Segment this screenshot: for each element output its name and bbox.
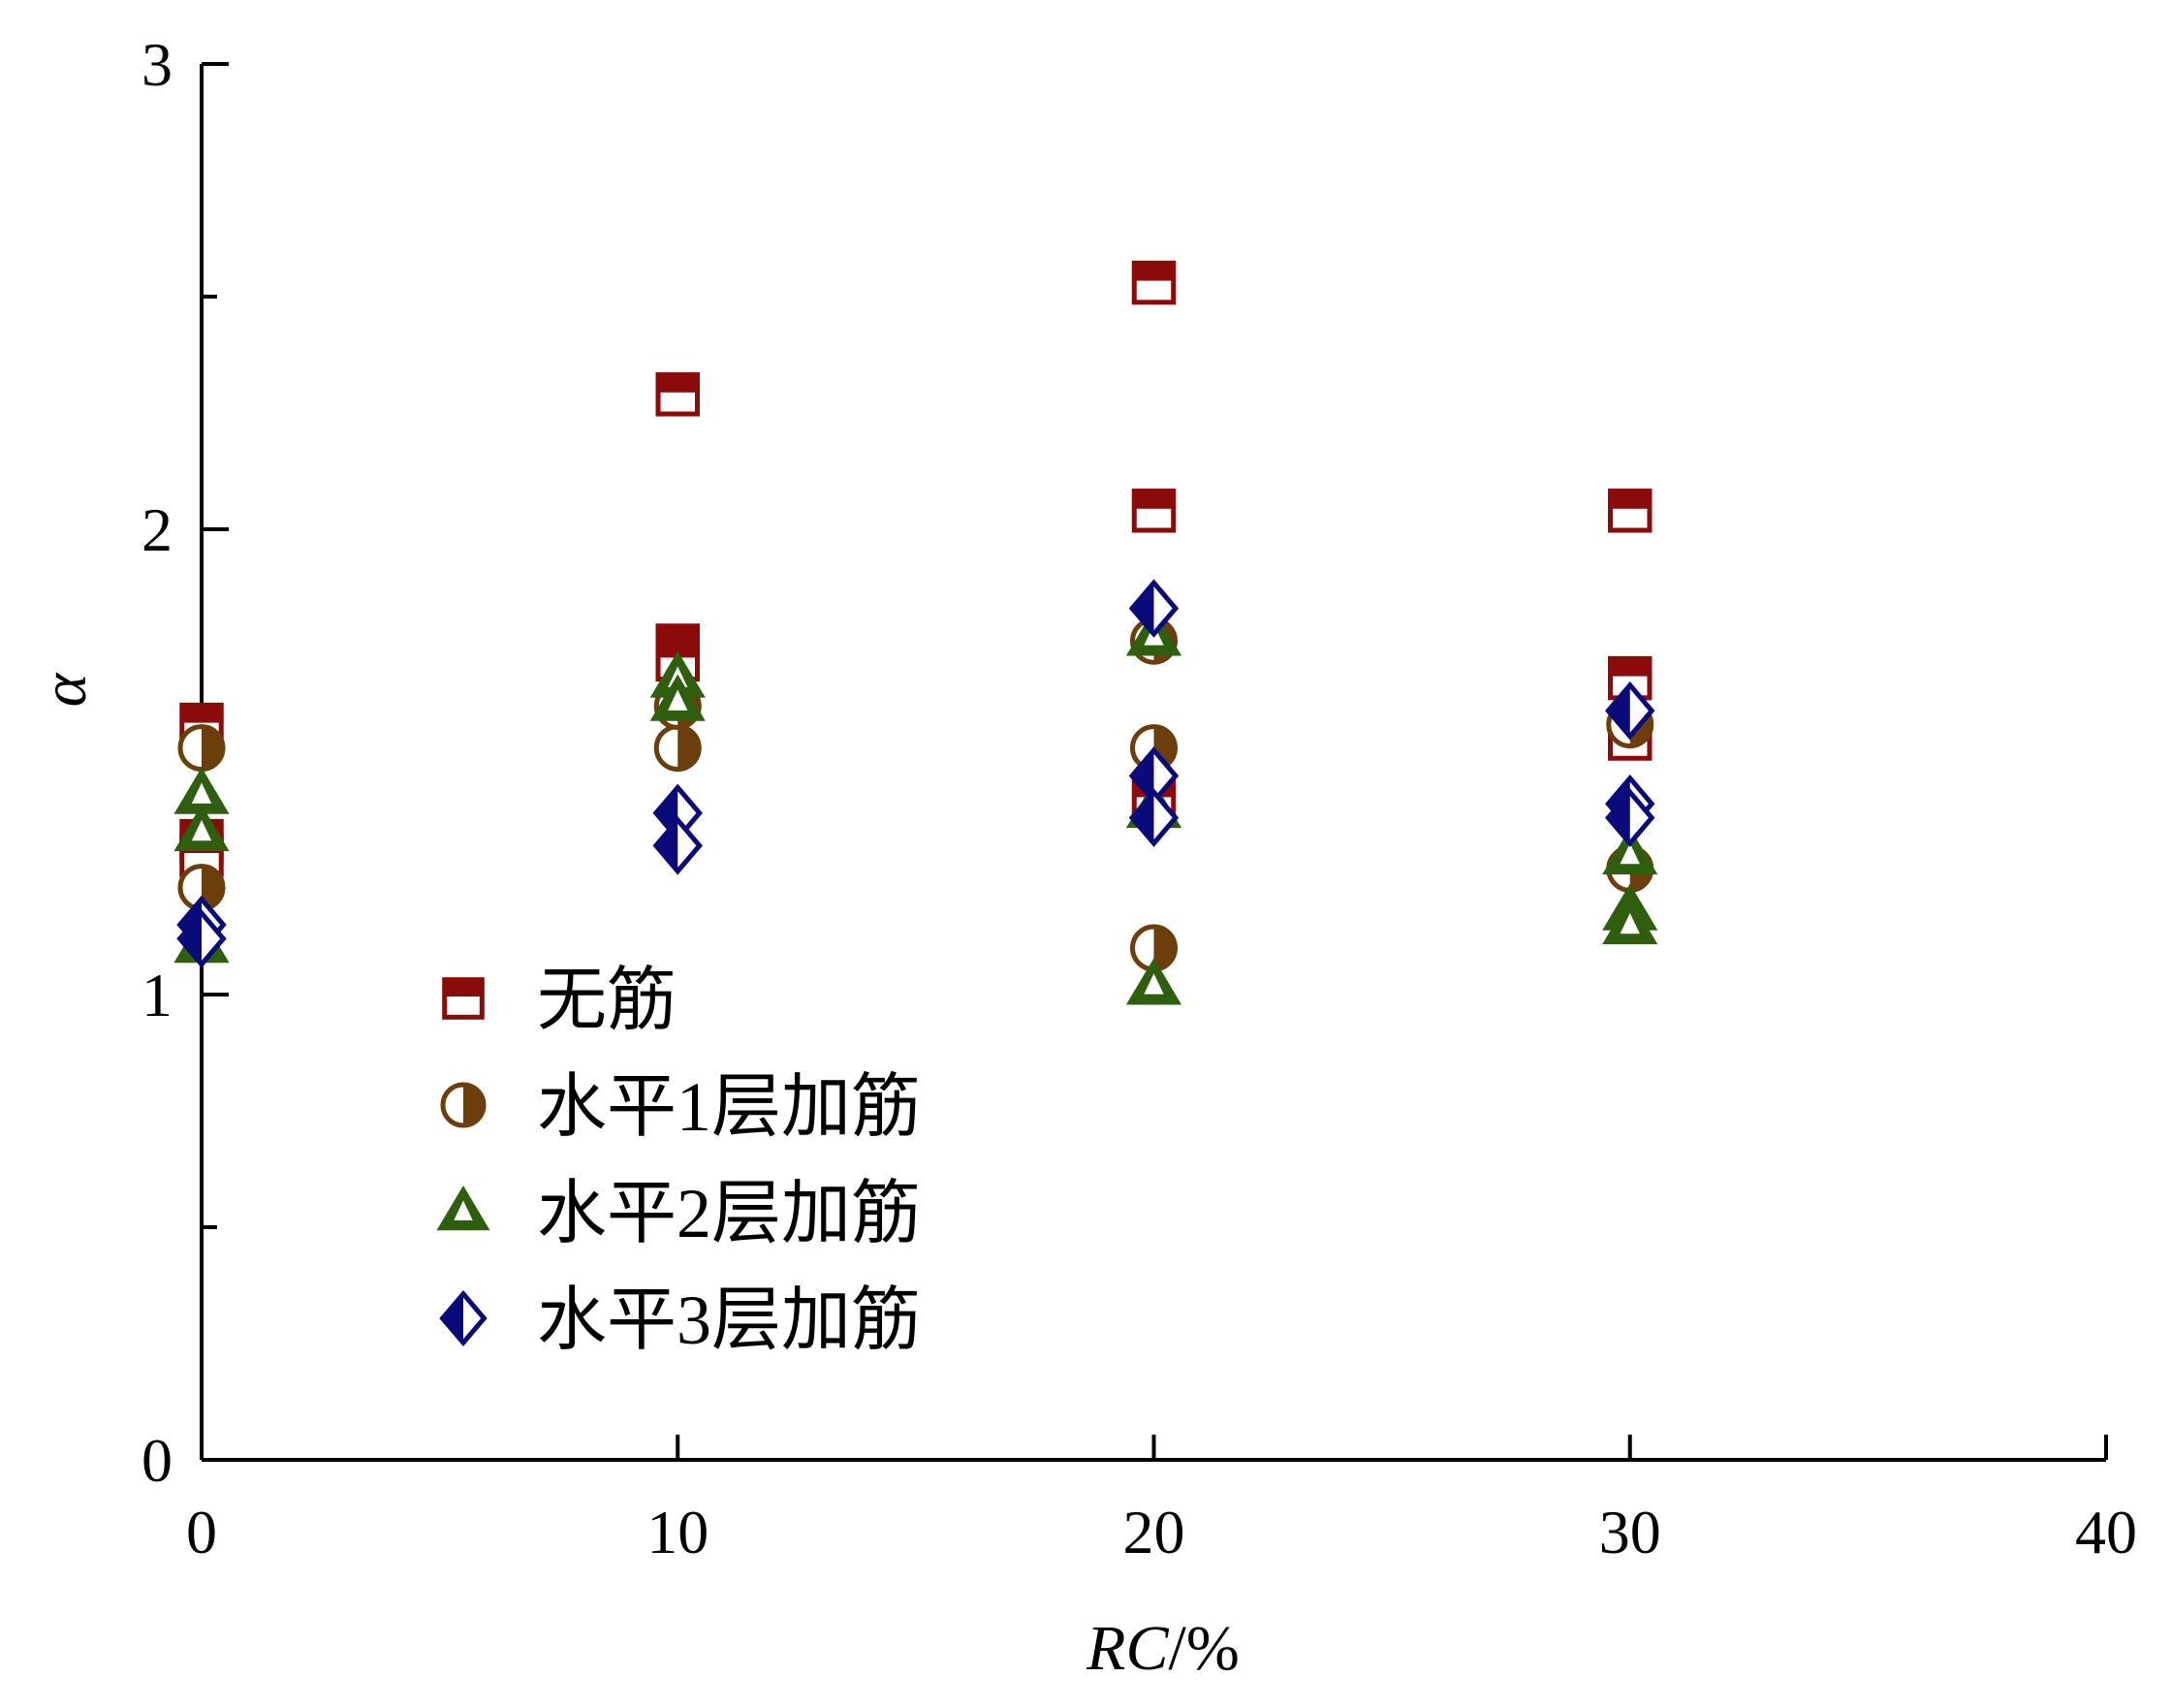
x-axis-title-variable: RC [1086, 1613, 1169, 1684]
y-tick-label: 1 [142, 961, 173, 1029]
data-point [655, 372, 700, 417]
y-tick-label: 0 [142, 1426, 173, 1495]
data-point [1605, 788, 1655, 847]
x-tick-label: 20 [1123, 1498, 1185, 1566]
x-tick-label: 40 [2075, 1498, 2137, 1566]
legend-marker [440, 1082, 487, 1128]
series-2 [177, 617, 1654, 972]
x-tick-label: 30 [1599, 1498, 1661, 1566]
legend-item: 水平1层加筋 [440, 1068, 921, 1146]
legend-label: 水平1层加筋 [537, 1068, 921, 1146]
data-point [1602, 828, 1658, 875]
x-axis-title: RC/% [1086, 1613, 1240, 1684]
data-point [652, 816, 703, 875]
legend-marker [439, 1289, 488, 1347]
legend-item: 无筋 [442, 962, 677, 1039]
y-axis-title: α [29, 672, 100, 707]
data-point [173, 805, 230, 852]
series-4 [176, 579, 1655, 968]
legend-marker [442, 977, 485, 1020]
series-3 [173, 609, 1658, 1005]
legend-item: 水平3层加筋 [439, 1281, 921, 1359]
data-point [176, 909, 227, 968]
data-point [1131, 260, 1177, 305]
data-point [649, 674, 706, 721]
legend-marker [436, 1186, 490, 1231]
legend-label: 无筋 [537, 962, 677, 1039]
data-point [1605, 680, 1655, 741]
x-axis-title-unit: /% [1169, 1613, 1240, 1684]
data-points [173, 260, 1658, 1005]
y-tick-label: 2 [142, 495, 173, 564]
data-point [1608, 489, 1653, 533]
axis-ticks: 0 10 20 30 40 0 1 2 3 [142, 30, 2137, 1566]
data-point [653, 724, 702, 773]
data-point [1125, 958, 1182, 1005]
legend-label: 水平3层加筋 [537, 1281, 921, 1359]
series-1 [179, 260, 1653, 877]
data-point [177, 724, 226, 773]
x-tick-label: 10 [646, 1498, 708, 1566]
data-point [1602, 898, 1658, 945]
legend-item: 水平2层加筋 [436, 1175, 921, 1252]
data-point [1128, 579, 1180, 638]
legend-label: 水平2层加筋 [537, 1175, 921, 1252]
data-point [1131, 489, 1177, 533]
y-tick-label: 3 [142, 30, 173, 99]
data-point [1128, 788, 1180, 847]
x-tick-label: 0 [186, 1498, 217, 1566]
